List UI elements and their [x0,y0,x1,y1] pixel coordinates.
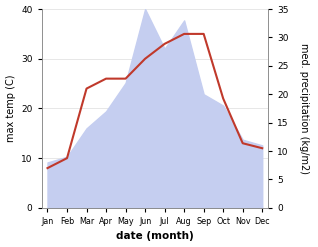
X-axis label: date (month): date (month) [116,231,194,242]
Y-axis label: med. precipitation (kg/m2): med. precipitation (kg/m2) [299,43,309,174]
Y-axis label: max temp (C): max temp (C) [5,75,16,142]
